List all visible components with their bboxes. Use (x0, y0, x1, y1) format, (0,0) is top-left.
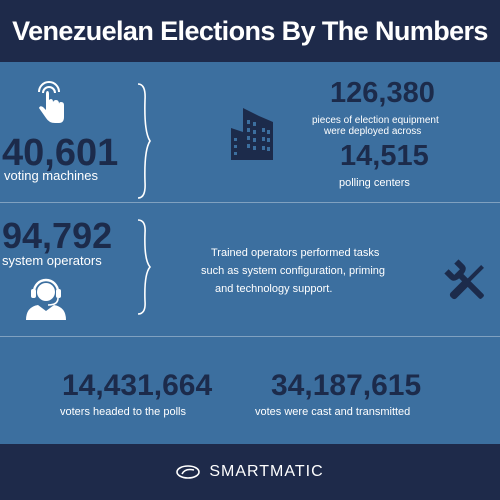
operators-description-line1: Trained operators performed tasks (211, 247, 380, 259)
votes-value: 34,187,615 (271, 369, 422, 402)
footer: SMARTMATIC (0, 444, 500, 500)
brace-divider (137, 219, 152, 315)
operators-description-line2: such as system configuration, priming (201, 265, 386, 277)
section-divider (0, 336, 500, 337)
operators-description-line3: and technology support. (215, 283, 333, 295)
hand-tap-icon (38, 81, 64, 123)
votes-label: votes were cast and transmitted (255, 406, 411, 418)
page-title: Venezuelan Elections By The Numbers (12, 15, 488, 46)
headset-operator-icon (26, 278, 66, 320)
equipment-value: 126,380 (330, 77, 435, 109)
section-divider (0, 202, 500, 203)
brand-name: SMARTMATIC (209, 463, 324, 480)
polling-centers-value: 14,515 (340, 140, 429, 172)
tools-icon (444, 259, 484, 300)
system-operators-value: 94,792 (2, 215, 113, 256)
equipment-label-line1: pieces of election equipment (312, 115, 439, 126)
voting-machines-value: 40,601 (2, 132, 119, 174)
voting-machines-label: voting machines (4, 168, 98, 183)
equipment-label-line2: were deployed across (324, 126, 422, 137)
building-icon (231, 108, 273, 160)
voters-label: voters headed to the polls (60, 406, 186, 418)
polling-centers-label: polling centers (339, 177, 410, 189)
header: Venezuelan Elections By The Numbers (0, 0, 500, 62)
system-operators-label: system operators (2, 253, 102, 268)
stats-panel: 40,601 voting machines 126,380 pieces of… (0, 62, 500, 444)
smartmatic-logo-icon (176, 465, 201, 479)
voters-value: 14,431,664 (62, 369, 213, 402)
brace-divider (137, 83, 151, 199)
